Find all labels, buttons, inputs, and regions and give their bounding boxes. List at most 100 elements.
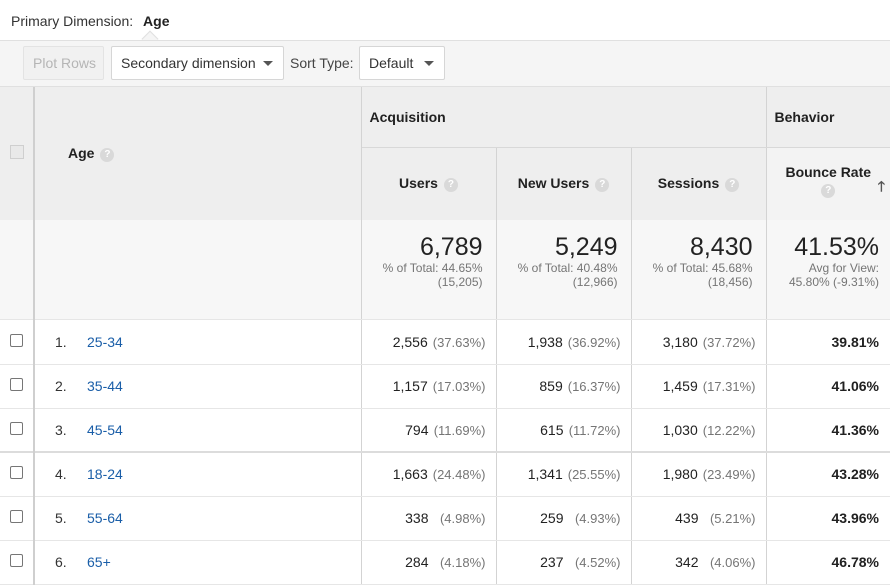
sessions-percent: (17.31%) — [702, 379, 756, 394]
row-checkbox-cell — [0, 496, 35, 541]
users-percent: (24.48%) — [432, 467, 486, 483]
age-cell: 3. 45-54 — [34, 408, 362, 453]
help-icon[interactable]: ? — [821, 183, 836, 198]
users-value: 1,157 — [392, 378, 428, 394]
users-value: 2,556 — [392, 333, 428, 350]
users-header-label: Users — [399, 175, 438, 191]
table-row: 6. 65+ 284 (4.18%) 237 (4.52%) 342 (4.06%) 4… — [0, 540, 890, 585]
age-cell: 1. 25-34 — [34, 320, 362, 365]
sessions-cell: 3,180 (37.72%) — [630, 320, 766, 365]
new-users-value: 859 — [539, 378, 563, 394]
users-cell: 1,157 (17.03%) — [361, 364, 496, 409]
new-users-cell: 859 (16.37%) — [495, 364, 631, 409]
users-value: 284 — [405, 554, 429, 570]
sessions-cell: 1,030 (12.22%) — [630, 408, 766, 453]
new-users-percent: (25.55%) — [567, 467, 621, 483]
new-users-percent: (16.37%) — [567, 379, 621, 394]
bounce-rate-cell: 41.06% — [765, 364, 890, 409]
bounce-rate-cell: 46.78% — [765, 540, 890, 585]
age-link[interactable]: 65+ — [87, 554, 111, 570]
age-link[interactable]: 35-44 — [87, 378, 123, 394]
sessions-value: 1,459 — [662, 378, 698, 394]
row-checkbox-cell — [0, 364, 35, 409]
table-row: 3. 45-54 794 (11.69%) 615 (11.72%) 1,030 (12… — [0, 408, 890, 453]
users-percent: (17.03%) — [432, 379, 486, 394]
new-users-cell: 1,341 (25.55%) — [495, 451, 631, 497]
age-link[interactable]: 18-24 — [87, 466, 123, 483]
total-bounce-rate: 41.53% Avg for View: 45.80% (-9.31%) — [765, 219, 890, 320]
age-header-label: Age — [68, 144, 95, 161]
age-link[interactable]: 45-54 — [87, 421, 123, 438]
row-checkbox[interactable] — [10, 378, 23, 391]
sessions-value: 1,980 — [662, 466, 698, 483]
row-checkbox[interactable] — [10, 466, 23, 480]
row-index: 1. — [55, 333, 67, 350]
sessions-percent: (23.49%) — [702, 467, 756, 483]
users-column-header[interactable]: Users? — [361, 147, 496, 220]
bounce-rate-column-header[interactable]: Bounce Rate ? 🡑 — [765, 147, 890, 220]
secondary-dimension-dropdown[interactable]: Secondary dimension — [111, 46, 284, 80]
row-checkbox[interactable] — [10, 510, 23, 523]
sessions-header-label: Sessions — [657, 175, 720, 191]
help-icon[interactable]: ? — [443, 178, 458, 192]
users-value: 794 — [405, 421, 429, 438]
sessions-column-header[interactable]: Sessions? — [630, 147, 767, 220]
age-link[interactable]: 55-64 — [87, 510, 123, 526]
total-users: 6,789 % of Total: 44.65% (15,205) — [361, 219, 496, 320]
users-cell: 1,663 (24.48%) — [361, 451, 496, 497]
sessions-cell: 342 (4.06%) — [630, 540, 766, 585]
row-checkbox[interactable] — [10, 554, 23, 567]
row-index: 6. — [55, 554, 67, 570]
new-users-percent: (4.93%) — [574, 511, 621, 526]
sort-ascending-icon[interactable]: 🡑 — [877, 177, 886, 194]
bounce-rate-cell: 43.28% — [765, 451, 890, 497]
sessions-value: 342 — [675, 554, 699, 570]
new-users-value: 1,938 — [527, 333, 563, 350]
chevron-down-icon — [263, 61, 273, 66]
row-checkbox-cell — [0, 320, 35, 365]
table-row: 1. 25-34 2,556 (37.63%) 1,938 (36.92%) 3,18… — [0, 320, 890, 365]
sessions-value: 3,180 — [662, 333, 698, 350]
select-all-checkbox[interactable] — [9, 144, 24, 159]
row-checkbox-cell — [0, 540, 35, 585]
sort-type-dropdown[interactable]: Default — [359, 46, 445, 80]
sessions-cell: 439 (5.21%) — [630, 496, 766, 541]
users-cell: 284 (4.18%) — [361, 540, 496, 585]
plot-rows-button[interactable]: Plot Rows — [23, 46, 104, 80]
row-checkbox[interactable] — [10, 333, 23, 347]
help-icon[interactable]: ? — [725, 178, 740, 192]
users-percent: (4.18%) — [439, 555, 486, 570]
new-users-value: 615 — [540, 421, 564, 438]
primary-dimension-age[interactable]: Age — [143, 13, 170, 29]
row-index: 2. — [55, 378, 67, 394]
age-link[interactable]: 25-34 — [87, 333, 123, 350]
users-percent: (37.63%) — [432, 334, 486, 350]
sessions-percent: (37.72%) — [702, 334, 756, 350]
table-row: 5. 55-64 338 (4.98%) 259 (4.93%) 439 (5.21%)… — [0, 496, 890, 541]
help-icon[interactable]: ? — [595, 178, 610, 192]
users-percent: (4.98%) — [439, 511, 486, 526]
users-cell: 794 (11.69%) — [361, 408, 496, 453]
new-users-cell: 259 (4.93%) — [495, 496, 631, 541]
help-icon[interactable]: ? — [100, 147, 115, 162]
age-cell: 4. 18-24 — [34, 451, 362, 497]
new-users-column-header[interactable]: New Users? — [495, 147, 631, 220]
new-users-value: 1,341 — [527, 466, 563, 483]
row-index: 4. — [55, 466, 67, 483]
age-cell: 2. 35-44 — [34, 364, 362, 409]
row-checkbox-cell — [0, 451, 35, 497]
new-users-percent: (11.72%) — [568, 422, 621, 438]
total-new-users: 5,249 % of Total: 40.48% (12,966) — [495, 219, 631, 320]
table-toolbar: Plot Rows Secondary dimension Sort Type:… — [0, 40, 890, 87]
sessions-percent: (4.06%) — [709, 555, 756, 570]
sessions-cell: 1,980 (23.49%) — [630, 451, 766, 497]
users-cell: 2,556 (37.63%) — [361, 320, 496, 365]
row-checkbox[interactable] — [10, 421, 23, 435]
sessions-percent: (12.22%) — [702, 422, 756, 438]
row-index: 3. — [55, 421, 67, 438]
report-table: Age? Acquisition Behavior Users? New Use… — [0, 87, 890, 585]
age-column-header[interactable]: Age? — [34, 87, 362, 220]
chevron-down-icon — [424, 61, 434, 66]
acquisition-group-header: Acquisition — [361, 87, 767, 148]
sort-type-value: Default — [369, 55, 414, 71]
